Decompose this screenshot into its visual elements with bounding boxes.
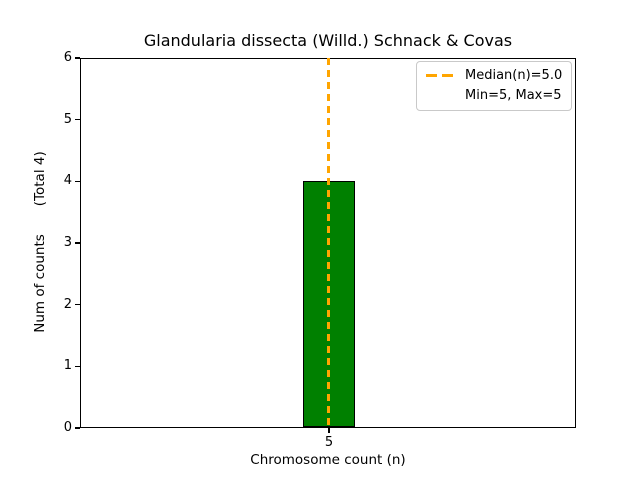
x-tick-label: 5	[324, 435, 334, 450]
y-tick-label: 0	[63, 420, 72, 435]
y-tick-mark	[75, 365, 80, 367]
y-tick-mark	[75, 57, 80, 59]
median-dashed-line-icon	[426, 74, 456, 77]
legend-label-median: Median(n)=5.0	[465, 68, 563, 83]
y-tick-mark	[75, 242, 80, 244]
legend: Median(n)=5.0 Min=5, Max=5	[416, 61, 573, 111]
y-tick-mark	[75, 427, 80, 429]
legend-row-minmax: Min=5, Max=5	[426, 87, 562, 104]
chart-title: Glandularia dissecta (Willd.) Schnack & …	[143, 31, 513, 50]
y-tick-label: 1	[63, 358, 72, 374]
y-tick-label: 3	[63, 235, 72, 250]
x-tick-mark	[328, 428, 330, 433]
y-tick-mark	[75, 304, 80, 306]
legend-label-minmax: Min=5, Max=5	[465, 88, 562, 103]
y-tick-mark	[75, 180, 80, 182]
x-axis-label: Chromosome count (n)	[250, 452, 406, 468]
median-line	[327, 58, 331, 428]
y-tick-mark	[75, 119, 80, 121]
legend-marker-spacer	[426, 94, 456, 97]
y-tick-label: 5	[63, 111, 72, 127]
y-tick-label: 6	[63, 50, 72, 65]
y-tick-label: 2	[63, 296, 72, 312]
legend-row-median: Median(n)=5.0	[426, 67, 562, 84]
y-tick-label: 4	[63, 173, 72, 189]
